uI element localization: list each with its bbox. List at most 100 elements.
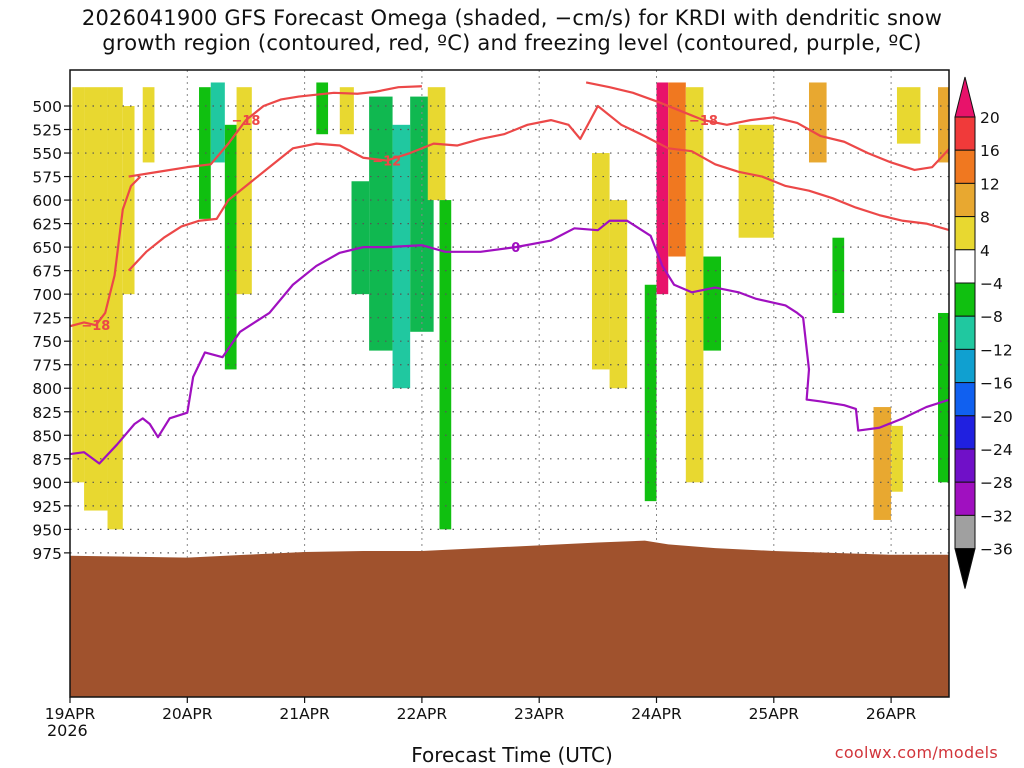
colorbar-swatch-12 [954,481,976,516]
colorbar-top-arrow [954,76,976,118]
isotherm-2-label: −12 [372,155,401,170]
ytick-label-625: 625 [32,216,62,234]
y-axis-ticks: 500 525 550 575 600 625 650 675 700 725 750 775 800 8… [32,98,70,563]
xtick-label-23APR: 23APR [514,705,565,723]
colorbar-swatch-1 [954,116,976,151]
colorbar-label-7: −12 [980,341,1013,359]
omega-region-13 [392,124,411,389]
freezing-level-line-label: 0 [511,241,520,256]
omega-region-3 [122,106,135,295]
credit-text: coolwx.com/models [834,743,998,762]
omega-region-8 [236,87,252,295]
ytick-label-950: 950 [32,521,62,539]
ytick-label-600: 600 [32,192,62,210]
chart-title-line2: growth region (contoured, red, ºC) and f… [102,31,922,55]
ytick-label-725: 725 [32,310,62,328]
omega-region-29 [896,87,921,144]
colorbar-label-1: 16 [980,142,1000,160]
colorbar-swatch-13 [954,514,976,550]
ytick-label-800: 800 [32,380,62,398]
terrain-fill [70,540,949,697]
ytick-label-700: 700 [32,286,62,304]
colorbar-label-4: 4 [980,242,990,260]
colorbar-label-0: 20 [980,109,1000,127]
omega-region-25 [808,82,827,163]
colorbar-swatch-2 [954,149,976,184]
colorbar-swatch-4 [954,216,976,251]
omega-region-1 [84,87,108,511]
ytick-label-650: 650 [32,239,62,257]
colorbar-label-13: −36 [980,541,1013,559]
omega-region-30 [938,87,949,163]
omega-region-5 [199,87,211,219]
omega-region-10 [339,87,354,135]
xtick-label-25APR: 25APR [749,705,800,723]
ytick-label-500: 500 [32,98,62,116]
omega-region-23 [703,256,722,351]
colorbar-label-8: −16 [980,375,1013,393]
colorbar-label-6: −8 [980,308,1003,326]
isotherm-1-label: −18 [81,319,110,334]
colorbar-swatch-5 [954,249,976,284]
omega-region-12 [369,96,393,351]
colorbar-swatch-11 [954,448,976,483]
xtick-label-19APR: 19APR [45,705,96,723]
colorbar-label-10: −24 [980,441,1013,459]
xtick-label-20APR: 20APR [162,705,213,723]
omega-region-0 [72,87,85,483]
xtick-label-24APR: 24APR [631,705,682,723]
omega-region-19 [644,284,657,502]
terrain [70,540,949,697]
omega-region-2 [107,87,123,530]
omega-region-7 [224,124,237,370]
omega-region-24 [738,124,774,238]
colorbar: 20 16 12 8 4 −4 −8 −12 −16 −20 −24 −28 −32 −36 [954,76,1013,589]
colorbar-label-2: 12 [980,175,1000,193]
colorbar-label-11: −28 [980,474,1013,492]
omega-region-31 [938,312,949,483]
ytick-label-900: 900 [32,474,62,492]
colorbar-swatch-10 [954,415,976,450]
ytick-label-675: 675 [32,263,62,281]
colorbar-label-3: 8 [980,209,990,227]
omega-region-22 [685,87,704,483]
ytick-label-750: 750 [32,333,62,351]
ytick-label-575: 575 [32,169,62,187]
ytick-label-850: 850 [32,427,62,445]
omega-region-26 [832,237,845,313]
colorbar-swatch-7 [954,315,976,350]
isotherm-3-label: −18 [689,114,718,129]
isotherm-2 [127,104,949,272]
omega-region-28 [891,425,903,492]
colorbar-swatch-3 [954,182,976,218]
ytick-label-550: 550 [32,145,62,163]
freezing-level-line [70,219,949,465]
xtick-label-21APR: 21APR [279,705,330,723]
ytick-label-975: 975 [32,545,62,563]
omega-region-6 [210,82,225,163]
omega-region-4 [142,87,155,163]
omega-shading [72,82,949,530]
x-axis-title: Forecast Time (UTC) [411,743,613,767]
ytick-label-825: 825 [32,404,62,422]
ytick-label-875: 875 [32,451,62,469]
omega-region-17 [591,153,610,370]
isotherm-0 [128,85,422,178]
chart-title-line1: 2026041900 GFS Forecast Omega (shaded, −… [81,6,943,30]
plot-frame [69,69,950,698]
omega-region-20 [656,82,669,295]
colorbar-swatch-6 [954,282,976,317]
colorbar-bottom-arrow [954,548,976,589]
omega-region-27 [873,407,892,520]
year-label: 2026 [47,721,88,740]
isotherm-0-label: −18 [231,114,260,129]
colorbar-swatch-8 [954,348,976,384]
omega-region-21 [668,82,686,257]
colorbar-swatch-9 [954,382,976,417]
colorbar-label-5: −4 [980,275,1003,293]
x-axis-ticks: 19APR 20APR 21APR 22APR 23APR 24APR 25APR 26APR [45,697,917,723]
ytick-label-525: 525 [32,122,62,140]
ytick-label-775: 775 [32,357,62,375]
isotherm-3 [585,81,949,172]
